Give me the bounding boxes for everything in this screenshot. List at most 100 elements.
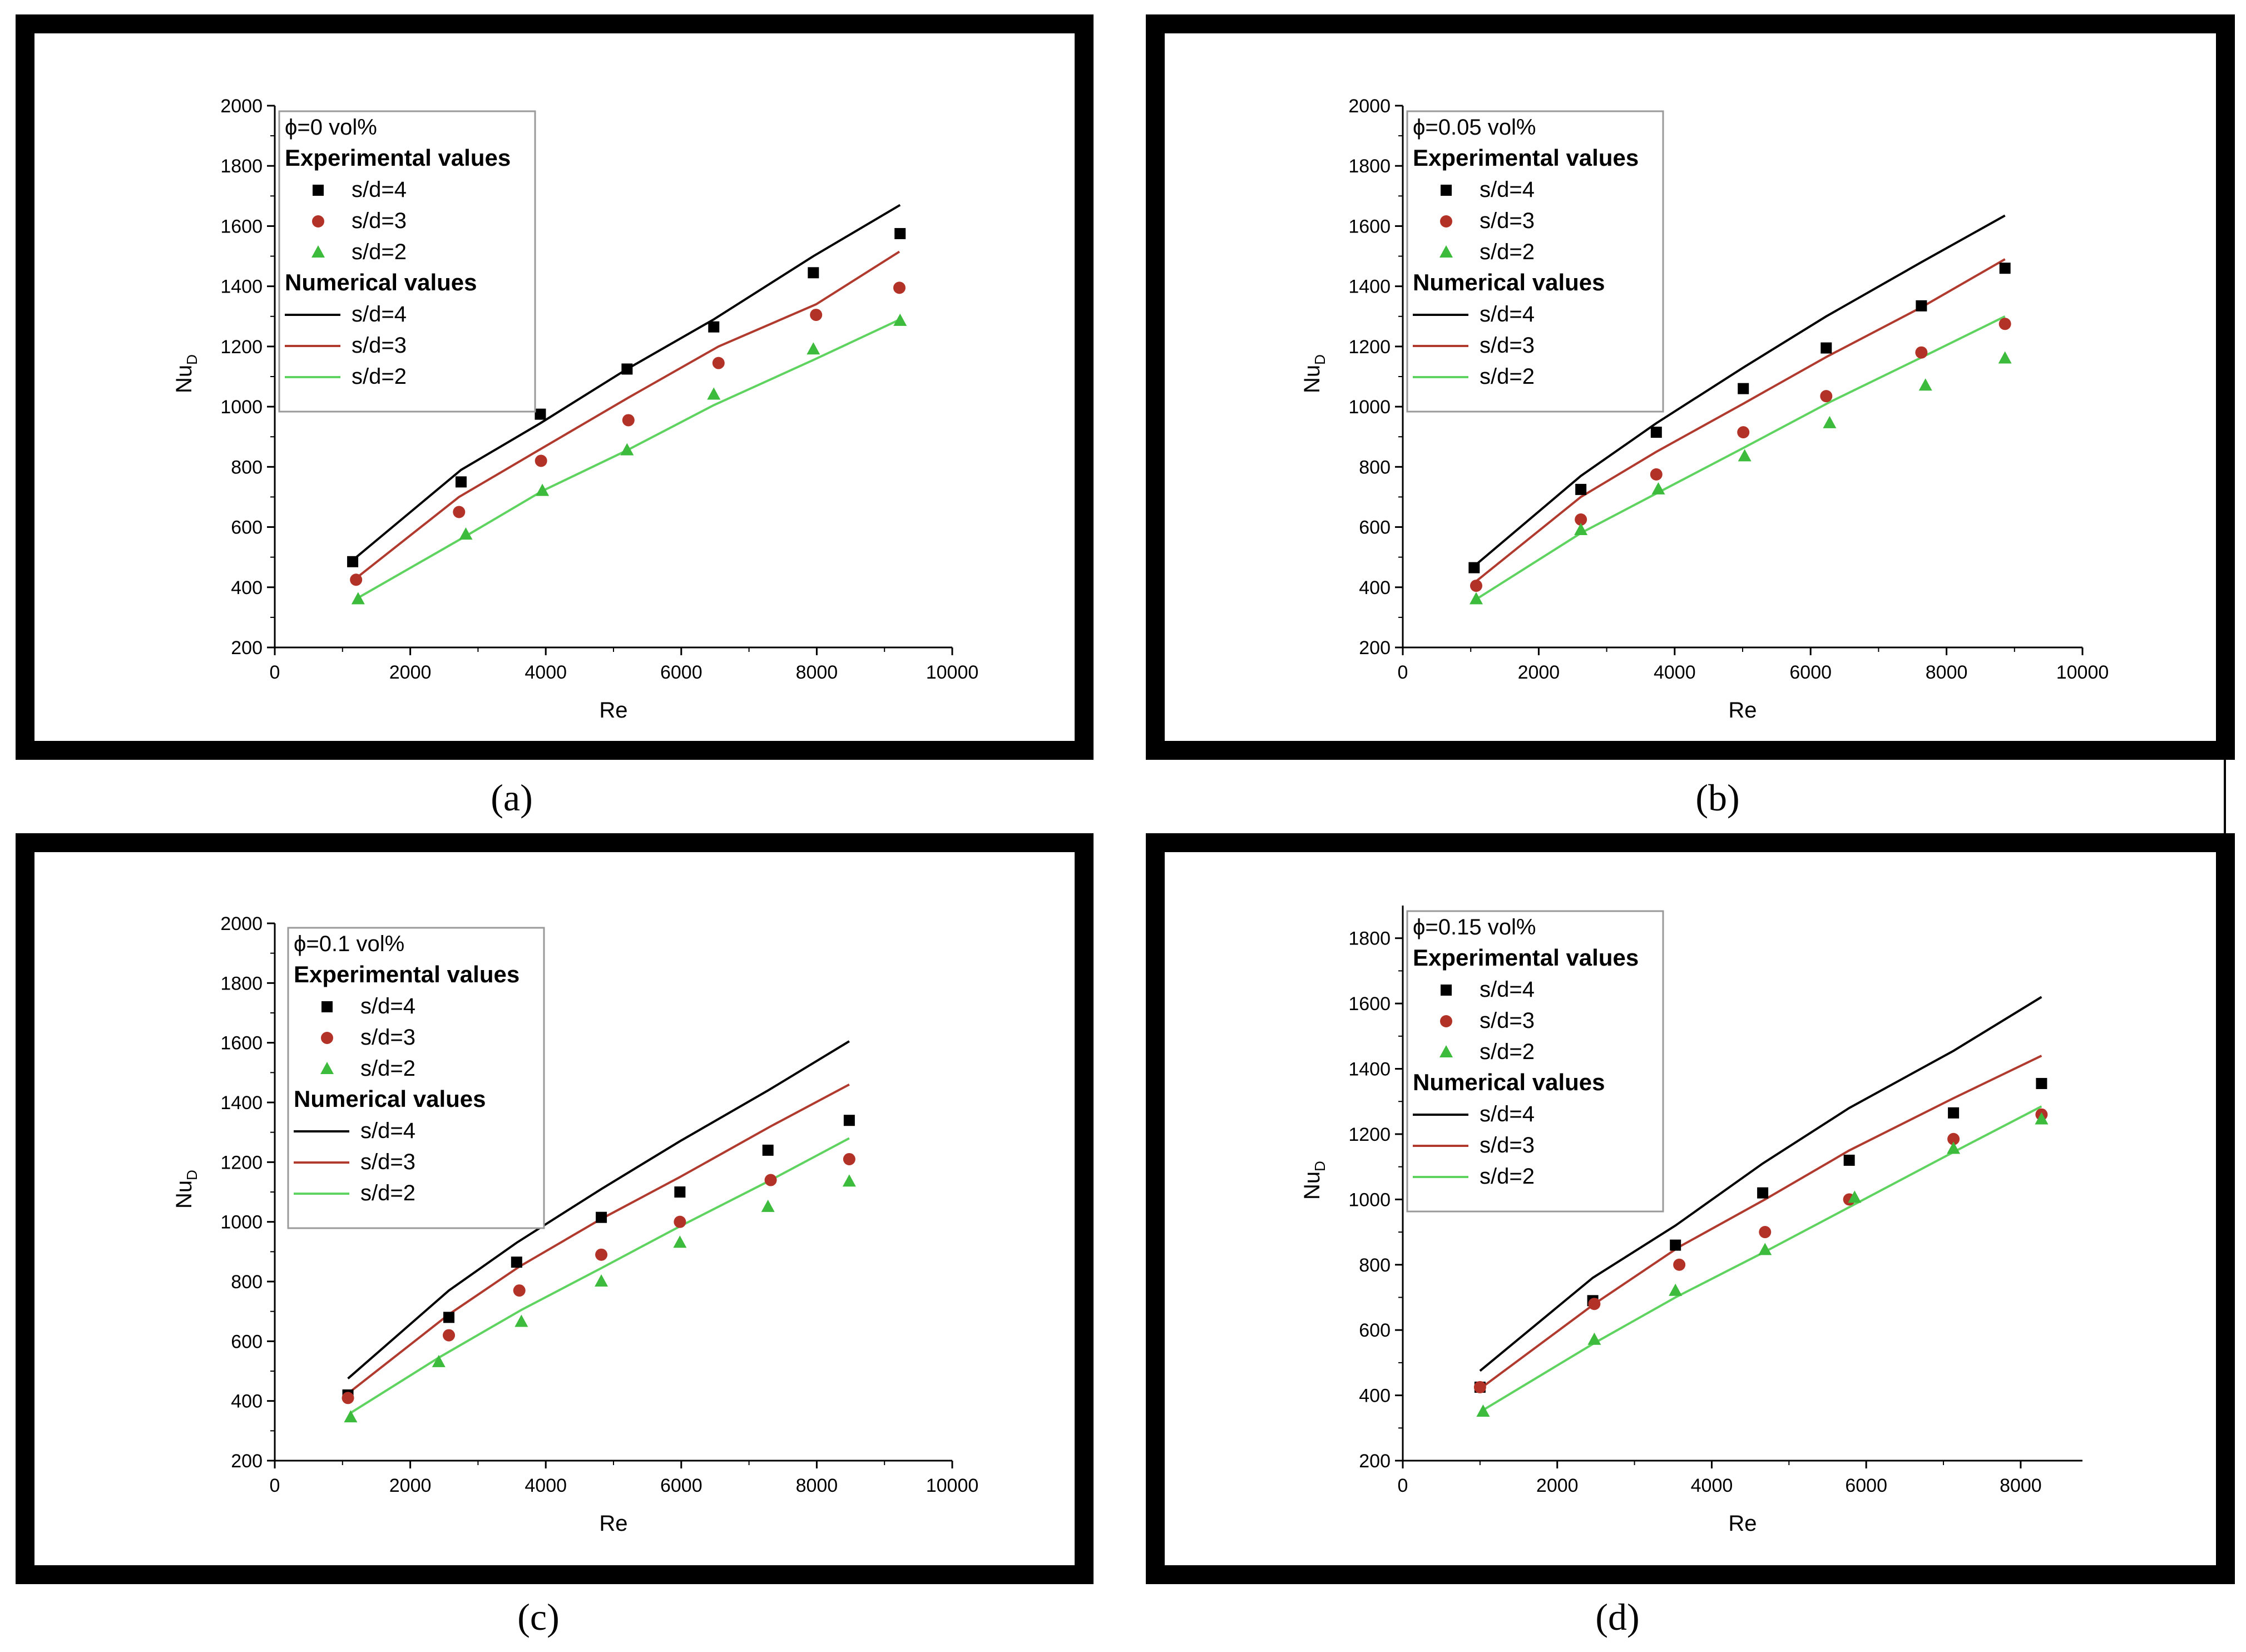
legend-num-label-b: s/d=3 bbox=[1480, 333, 1535, 358]
y-tick-label-a: 600 bbox=[231, 517, 263, 538]
x-axis-title-c: Re bbox=[599, 1511, 627, 1536]
y-tick-label-c: 800 bbox=[231, 1272, 263, 1293]
y-tick-label-d: 800 bbox=[1359, 1255, 1391, 1276]
exp-point-s-d-4-b bbox=[1738, 383, 1749, 394]
exp-point-s-d-2-c bbox=[514, 1314, 528, 1327]
exp-point-s-d-3-a bbox=[622, 414, 635, 427]
caption-a: (a) bbox=[491, 776, 533, 819]
exp-point-s-d-3-a bbox=[712, 357, 725, 369]
exp-point-s-d-3-d bbox=[1947, 1132, 1960, 1145]
y-tick-label-c: 1600 bbox=[220, 1033, 263, 1054]
legend-exp-header-b: Experimental values bbox=[1413, 145, 1639, 171]
exp-point-s-d-2-a bbox=[620, 443, 634, 456]
y-axis-title-d: NuD bbox=[1300, 1161, 1328, 1200]
exp-point-s-d-2-a bbox=[459, 527, 473, 540]
y-tick-label-a: 1400 bbox=[220, 276, 263, 298]
x-tick-label-d: 4000 bbox=[1691, 1475, 1733, 1496]
legend-exp-label-b: s/d=2 bbox=[1480, 240, 1535, 264]
numerical-line-s-d-4-b bbox=[1473, 214, 2006, 567]
y-tick-label-a: 2000 bbox=[220, 96, 263, 117]
x-tick-label-a: 0 bbox=[270, 662, 280, 683]
y-tick-label-b: 2000 bbox=[1348, 96, 1391, 117]
exp-point-s-d-3-b bbox=[1575, 513, 1587, 526]
legend-title-b: ϕ=0.05 vol% bbox=[1413, 115, 1536, 140]
exp-point-s-d-2-c bbox=[842, 1174, 856, 1187]
y-tick-label-c: 1800 bbox=[220, 973, 263, 994]
legend-num-label-b: s/d=2 bbox=[1480, 364, 1535, 389]
x-tick-label-c: 6000 bbox=[660, 1475, 703, 1496]
legend-num-header-a: Numerical values bbox=[285, 269, 477, 295]
y-tick-label-b: 1000 bbox=[1348, 397, 1391, 418]
legend-title-c: ϕ=0.1 vol% bbox=[294, 932, 404, 956]
x-tick-label-c: 10000 bbox=[926, 1475, 979, 1496]
exp-point-s-d-3-b bbox=[1820, 390, 1833, 403]
exp-point-s-d-2-a bbox=[893, 313, 907, 326]
y-tick-label-b: 800 bbox=[1359, 457, 1391, 478]
exp-point-s-d-2-a bbox=[807, 342, 820, 355]
y-tick-label-b: 400 bbox=[1359, 577, 1391, 599]
exp-point-s-d-3-c bbox=[513, 1284, 526, 1297]
y-tick-label-a: 800 bbox=[231, 457, 263, 478]
legend-num-label-d: s/d=2 bbox=[1480, 1164, 1535, 1189]
legend-num-label-b: s/d=4 bbox=[1480, 302, 1535, 327]
exp-point-s-d-3-a bbox=[350, 573, 363, 586]
exp-point-s-d-2-c bbox=[761, 1199, 775, 1212]
exp-point-s-d-4-d bbox=[1948, 1107, 1960, 1119]
exp-point-s-d-3-d bbox=[1673, 1258, 1686, 1271]
exp-point-s-d-2-d bbox=[1587, 1332, 1601, 1345]
y-tick-label-d: 600 bbox=[1359, 1320, 1391, 1341]
exp-point-s-d-4-c bbox=[843, 1115, 855, 1126]
x-axis-title-b: Re bbox=[1728, 698, 1757, 723]
exp-point-s-d-3-c bbox=[764, 1174, 777, 1186]
legend-marker-s-d-2-b bbox=[1439, 245, 1453, 258]
exp-point-s-d-3-c bbox=[342, 1392, 354, 1404]
y-tick-label-b: 1200 bbox=[1348, 337, 1391, 358]
legend-num-label-c: s/d=2 bbox=[360, 1181, 415, 1205]
exp-point-s-d-3-b bbox=[1470, 580, 1482, 592]
x-tick-label-b: 2000 bbox=[1518, 662, 1560, 683]
legend-num-label-a: s/d=3 bbox=[352, 333, 407, 358]
exp-point-s-d-4-d bbox=[1843, 1154, 1855, 1166]
legend-d: ϕ=0.15 vol% Experimental values s/d=4 s/d=3… bbox=[1406, 910, 1664, 1213]
x-tick-label-d: 2000 bbox=[1536, 1475, 1579, 1496]
exp-point-s-d-2-d bbox=[1848, 1190, 1862, 1203]
y-tick-label-a: 400 bbox=[231, 577, 263, 599]
legend-a: ϕ=0 vol% Experimental values s/d=4 s/d=3 s/d… bbox=[278, 110, 536, 413]
exp-point-s-d-2-c bbox=[432, 1354, 446, 1367]
legend-marker-s-d-2-d bbox=[1439, 1045, 1453, 1057]
y-tick-label-c: 1400 bbox=[220, 1092, 263, 1114]
y-tick-label-d: 400 bbox=[1359, 1386, 1391, 1407]
exp-point-s-d-4-d bbox=[1670, 1239, 1681, 1251]
chart-panel-c: 0 2000 4000 6000 8000 10000 200 400 600 800 1000 12… bbox=[16, 833, 1094, 1584]
legend-exp-label-d: s/d=4 bbox=[1480, 977, 1535, 1002]
right-edge-line bbox=[2224, 760, 2226, 833]
exp-point-s-d-4-a bbox=[455, 476, 467, 488]
y-tick-label-d: 1400 bbox=[1348, 1059, 1391, 1080]
legend-num-label-a: s/d=4 bbox=[352, 302, 407, 327]
legend-num-label-c: s/d=4 bbox=[360, 1119, 415, 1143]
exp-point-s-d-4-a bbox=[708, 321, 720, 333]
chart-svg-d: 0 2000 4000 6000 8000 200 400 600 800 1000 1200 140… bbox=[1300, 906, 2082, 1536]
exp-point-s-d-4-c bbox=[443, 1312, 455, 1323]
y-tick-label-c: 2000 bbox=[220, 913, 263, 934]
legend-exp-label-a: s/d=2 bbox=[352, 240, 407, 264]
exp-point-s-d-3-a bbox=[810, 309, 823, 322]
numerical-line-s-d-4-c bbox=[347, 1040, 850, 1379]
exp-point-s-d-2-b bbox=[1918, 378, 1932, 391]
exp-point-s-d-4-a bbox=[621, 363, 633, 375]
y-tick-label-d: 1600 bbox=[1348, 993, 1391, 1015]
exp-point-s-d-4-b bbox=[1575, 483, 1587, 495]
x-axis-title-a: Re bbox=[599, 698, 627, 723]
exp-point-s-d-2-d bbox=[1669, 1283, 1683, 1296]
legend-box-a bbox=[278, 110, 536, 413]
legend-exp-label-d: s/d=2 bbox=[1480, 1040, 1535, 1064]
legend-marker-s-d-3-c bbox=[321, 1032, 333, 1044]
exp-point-s-d-4-c bbox=[596, 1211, 607, 1223]
exp-point-s-d-4-c bbox=[511, 1257, 522, 1268]
exp-point-s-d-4-b bbox=[1820, 342, 1832, 354]
y-tick-label-c: 600 bbox=[231, 1331, 263, 1352]
exp-point-s-d-2-b bbox=[1574, 522, 1588, 535]
legend-num-label-a: s/d=2 bbox=[352, 364, 407, 389]
y-tick-label-a: 1000 bbox=[220, 397, 263, 418]
exp-point-s-d-4-a bbox=[894, 227, 906, 239]
